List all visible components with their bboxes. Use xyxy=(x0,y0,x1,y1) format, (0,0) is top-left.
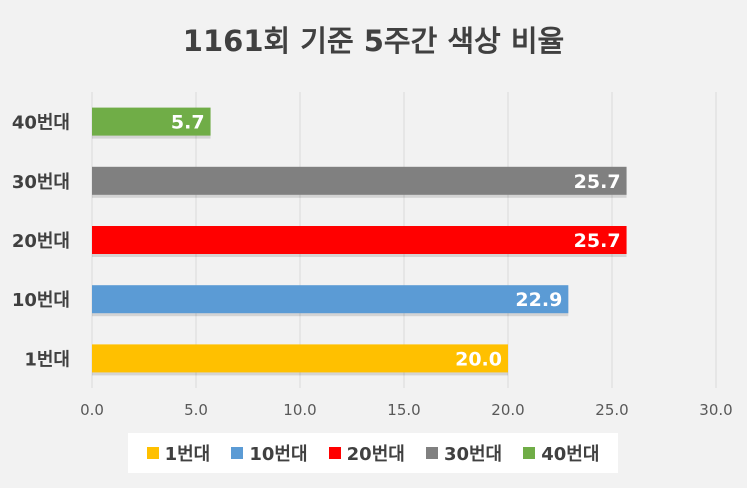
legend-label: 20번대 xyxy=(346,444,405,465)
data-label: 20.0 xyxy=(455,348,502,370)
category-label: 40번대 xyxy=(12,113,70,134)
legend-label: 40번대 xyxy=(541,444,600,465)
bar xyxy=(92,107,211,136)
legend-swatch xyxy=(231,447,244,459)
legend: 1번대 10번대 20번대 30번대 40번대 xyxy=(128,433,618,473)
category-label: 30번대 xyxy=(12,172,70,193)
data-label: 25.7 xyxy=(574,230,621,252)
legend-item: 10번대 xyxy=(231,440,308,466)
legend-swatch xyxy=(523,447,536,459)
category-label: 20번대 xyxy=(12,231,70,252)
bar xyxy=(92,226,627,254)
x-tick-label: 15.0 xyxy=(387,401,420,419)
data-label: 22.9 xyxy=(515,289,562,311)
legend-item: 1번대 xyxy=(146,440,211,466)
legend-item: 40번대 xyxy=(523,440,599,466)
legend-item: 20번대 xyxy=(328,440,405,466)
legend-item: 30번대 xyxy=(425,440,503,466)
category-label: 1번대 xyxy=(24,349,70,370)
legend-swatch xyxy=(328,447,341,459)
legend-swatch xyxy=(146,447,159,459)
legend-label: 10번대 xyxy=(249,444,308,465)
x-tick-label: 20.0 xyxy=(491,401,524,419)
category-label: 10번대 xyxy=(12,290,70,311)
bar xyxy=(92,285,569,314)
data-label: 25.7 xyxy=(574,171,621,193)
legend-label: 30번대 xyxy=(443,444,503,465)
data-label: 5.7 xyxy=(171,112,205,134)
x-tick-label: 5.0 xyxy=(184,401,208,419)
legend-swatch xyxy=(425,447,438,459)
x-tick-label: 30.0 xyxy=(699,401,732,419)
bar xyxy=(92,166,627,195)
bar xyxy=(92,344,508,373)
legend-label: 1번대 xyxy=(164,444,211,465)
x-tick-label: 25.0 xyxy=(595,401,628,419)
chart-title: 1161회 기준 5주간 색상 비율 xyxy=(182,24,565,58)
x-tick-label: 0.0 xyxy=(80,401,104,419)
x-tick-label: 10.0 xyxy=(283,401,316,419)
